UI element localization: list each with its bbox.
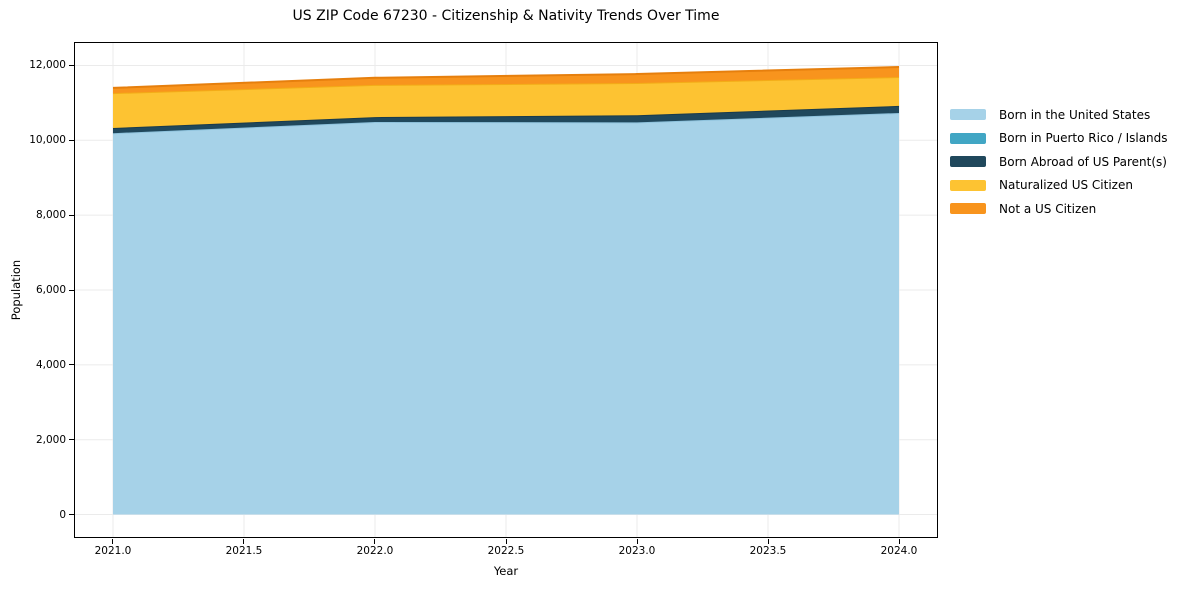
x-tick-label: 2023.0 [618, 545, 656, 557]
legend-swatch-born-in-puerto-rico-islands [950, 132, 986, 144]
legend-swatch-not-a-us-citizen [950, 203, 986, 215]
legend-item-born-abroad-of-us-parents: Born Abroad of US Parent(s) [950, 150, 1168, 174]
legend-label: Born in Puerto Rico / Islands [999, 131, 1168, 146]
y-tick-mark [68, 64, 74, 66]
y-tick-label: 12,000 [29, 59, 66, 72]
x-tick-mark [112, 538, 114, 544]
area-naturalized-us-citizen [112, 76, 899, 128]
y-tick-mark [68, 214, 74, 216]
x-tick-mark [505, 538, 507, 544]
area-not-a-us-citizen [112, 66, 899, 93]
area-edge-not-a-us-citizen [112, 65, 899, 89]
x-tick-label: 2021.5 [225, 545, 263, 557]
x-axis-label: Year [493, 564, 519, 578]
x-tick-mark [898, 538, 900, 544]
x-tick-label: 2024.0 [880, 545, 918, 557]
y-tick-label: 4,000 [35, 358, 66, 371]
legend-swatch-born-in-the-united-states [950, 109, 986, 121]
x-tick-mark [374, 538, 376, 544]
y-tick-label: 8,000 [35, 209, 66, 222]
legend-swatch-born-abroad-of-us-parents [950, 156, 986, 168]
x-tick-label: 2022.5 [487, 545, 525, 557]
x-tick-mark [767, 538, 769, 544]
y-tick-mark [68, 139, 74, 141]
chart-title: US ZIP Code 67230 - Citizenship & Nativi… [292, 8, 720, 24]
area-born-abroad-of-us-parents [112, 105, 899, 133]
x-tick-label: 2023.5 [749, 545, 787, 557]
x-tick-label: 2021.0 [94, 545, 132, 557]
y-tick-label: 2,000 [35, 433, 66, 446]
y-tick-label: 6,000 [35, 284, 66, 296]
legend-label: Naturalized US Citizen [999, 178, 1133, 193]
legend-swatch-naturalized-us-citizen [950, 179, 986, 191]
legend-item-born-in-the-united-states: Born in the United States [950, 103, 1168, 127]
y-tick-mark [68, 289, 74, 291]
legend-label: Not a US Citizen [999, 201, 1097, 216]
legend-item-not-a-us-citizen: Not a US Citizen [950, 197, 1168, 221]
plot-area [73, 41, 938, 538]
area-born-in-the-united-states [112, 112, 899, 515]
legend-item-naturalized-us-citizen: Naturalized US Citizen [950, 174, 1168, 198]
y-tick-label: 0 [59, 508, 66, 521]
y-tick-mark [68, 439, 74, 441]
legend: Born in the United States Born in Puerto … [950, 103, 1168, 221]
x-tick-mark [243, 538, 245, 544]
y-tick-label: 10,000 [29, 134, 66, 147]
y-tick-mark [68, 514, 74, 516]
legend-label: Born Abroad of US Parent(s) [999, 154, 1167, 169]
x-tick-mark [636, 538, 638, 544]
legend-label: Born in the United States [999, 107, 1151, 122]
y-tick-mark [68, 364, 74, 366]
x-tick-label: 2022.0 [356, 545, 394, 557]
stacked-area-chart [74, 42, 937, 537]
legend-item-born-in-puerto-rico-islands: Born in Puerto Rico / Islands [950, 127, 1168, 151]
